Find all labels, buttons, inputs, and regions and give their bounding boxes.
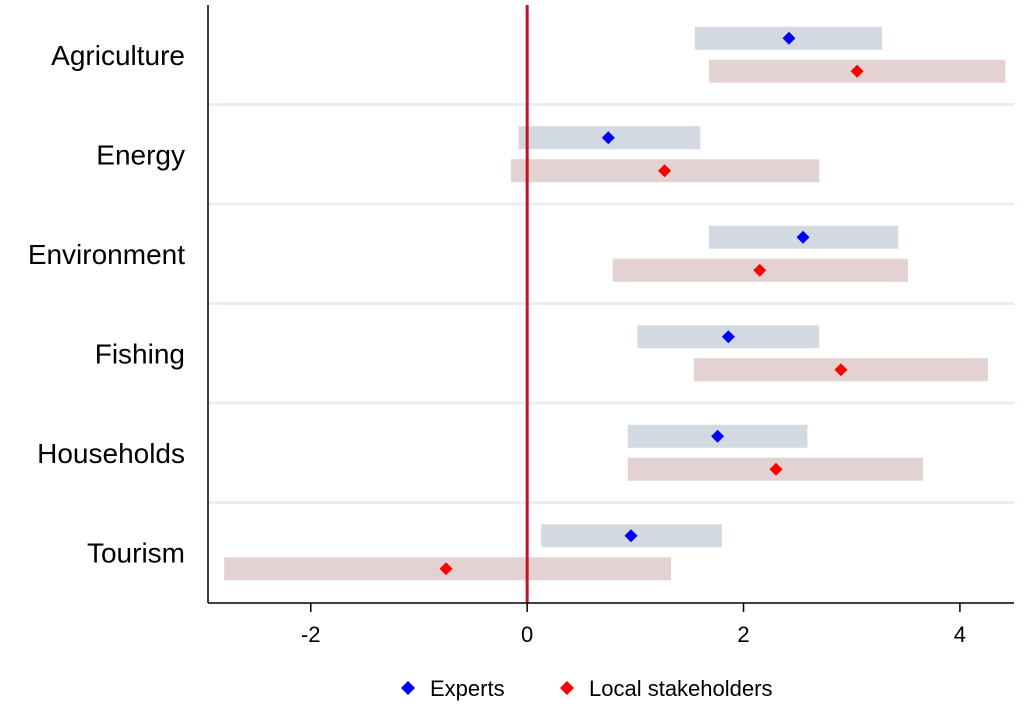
category-label: Agriculture [51,40,185,71]
category-label: Energy [96,139,185,170]
marker-experts [796,230,810,244]
marker-experts [711,429,725,443]
legend-label-stakeholders: Local stakeholders [589,676,772,701]
legend: Experts Local stakeholders [401,676,772,701]
x-tick-label: -2 [301,622,321,647]
category-labels: Agriculture Energy Environment Fishing House… [28,40,185,569]
legend-marker-experts [401,681,415,695]
category-label: Tourism [87,537,185,568]
category-label: Environment [28,239,185,270]
x-tick-label: 4 [954,622,966,647]
marker-stakeholders [439,562,453,576]
gridlines [208,103,1014,504]
x-tick-labels: -2 0 2 4 [301,603,966,647]
category-label: Households [37,438,185,469]
marker-experts [624,529,638,543]
marker-experts [721,330,735,344]
marker-stakeholders [850,64,864,78]
category-label: Fishing [95,338,185,369]
marker-stakeholders [834,363,848,377]
marker-stakeholders [753,263,767,277]
marker-experts [601,131,615,145]
point-markers [439,31,864,576]
marker-stakeholders [658,164,672,178]
x-tick-label: 2 [737,622,749,647]
axes [207,5,1014,604]
x-tick-label: 0 [521,622,533,647]
marker-experts [782,31,796,45]
legend-marker-stakeholders [560,681,574,695]
marker-stakeholders [769,462,783,476]
legend-label-experts: Experts [430,676,505,701]
